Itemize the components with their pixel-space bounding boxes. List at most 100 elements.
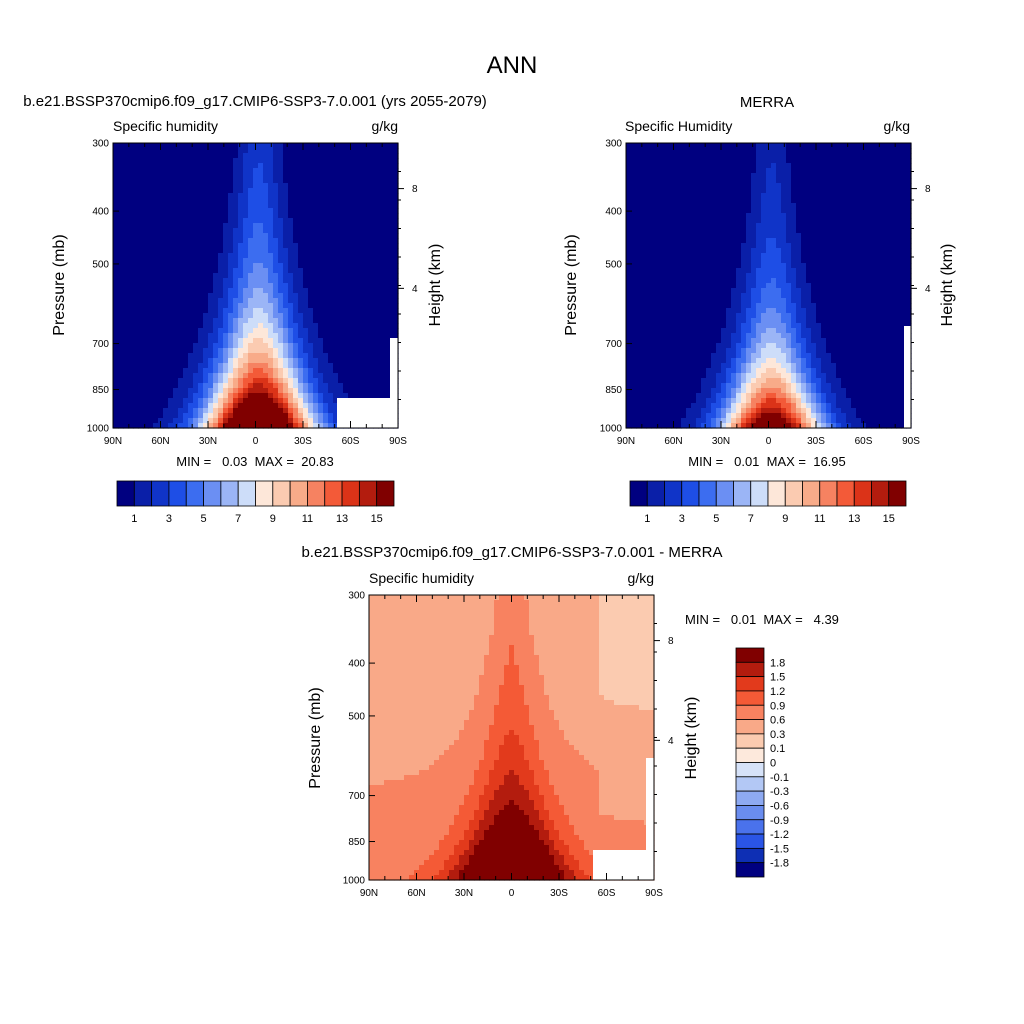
contour-cell bbox=[188, 303, 194, 309]
contour-cell bbox=[353, 303, 359, 309]
contour-cell bbox=[836, 268, 842, 274]
contour-cell bbox=[318, 258, 324, 264]
contour-cell bbox=[133, 148, 139, 154]
contour-cell bbox=[626, 218, 632, 224]
contour-cell bbox=[223, 323, 229, 329]
contour-cell bbox=[841, 153, 847, 159]
contour-cell bbox=[323, 198, 329, 204]
contour-cell bbox=[641, 163, 647, 169]
contour-cell bbox=[238, 168, 244, 174]
contour-cell bbox=[173, 333, 179, 339]
contour-cell bbox=[886, 183, 892, 189]
contour-cell bbox=[906, 143, 912, 149]
contour-cell bbox=[313, 373, 319, 379]
contour-cell bbox=[358, 153, 364, 159]
contour-cell bbox=[273, 333, 279, 339]
contour-cell bbox=[128, 288, 134, 294]
contour-cell bbox=[906, 263, 912, 269]
contour-cell bbox=[816, 153, 822, 159]
contour-cell bbox=[716, 273, 722, 279]
contour-cell bbox=[303, 223, 309, 229]
contour-cell bbox=[148, 388, 154, 394]
contour-cell bbox=[173, 363, 179, 369]
contour-cell bbox=[816, 238, 822, 244]
contour-cell bbox=[213, 418, 219, 424]
contour-cell bbox=[218, 268, 224, 274]
contour-cell bbox=[338, 143, 344, 149]
contour-cell bbox=[736, 213, 742, 219]
contour-cell bbox=[721, 238, 727, 244]
contour-cell bbox=[193, 378, 199, 384]
contour-cell bbox=[138, 218, 144, 224]
contour-cell bbox=[148, 183, 154, 189]
contour-cell bbox=[328, 418, 334, 424]
contour-cell bbox=[148, 208, 154, 214]
contour-cell bbox=[118, 153, 124, 159]
contour-cell bbox=[228, 408, 234, 414]
contour-cell bbox=[118, 258, 124, 264]
contour-cell bbox=[263, 248, 269, 254]
contour-cell bbox=[123, 273, 129, 279]
contour-cell bbox=[238, 233, 244, 239]
contour-cell bbox=[781, 238, 787, 244]
contour-cell bbox=[138, 423, 144, 429]
contour-cell bbox=[726, 188, 732, 194]
contour-cell bbox=[671, 238, 677, 244]
contour-cell bbox=[278, 293, 284, 299]
contour-cell bbox=[318, 188, 324, 194]
contour-cell bbox=[128, 343, 134, 349]
contour-cell bbox=[163, 208, 169, 214]
contour-cell bbox=[338, 363, 344, 369]
contour-cell bbox=[681, 188, 687, 194]
contour-cell bbox=[343, 153, 349, 159]
contour-cell bbox=[706, 208, 712, 214]
contour-cell bbox=[671, 178, 677, 184]
contour-cell bbox=[756, 283, 762, 289]
contour-cell bbox=[148, 308, 154, 314]
contour-cell bbox=[298, 338, 304, 344]
contour-cell bbox=[163, 383, 169, 389]
contour-cell bbox=[303, 388, 309, 394]
contour-cell bbox=[193, 418, 199, 424]
contour-cell bbox=[393, 203, 399, 209]
contour-cell bbox=[836, 263, 842, 269]
contour-cell bbox=[363, 308, 369, 314]
contour-cell bbox=[303, 273, 309, 279]
contour-cell bbox=[751, 233, 757, 239]
contour-cell bbox=[751, 238, 757, 244]
contour-cell bbox=[238, 408, 244, 414]
contour-cell bbox=[213, 163, 219, 169]
contour-cell bbox=[731, 218, 737, 224]
contour-cell bbox=[831, 148, 837, 154]
contour-cell bbox=[711, 263, 717, 269]
contour-cell bbox=[173, 393, 179, 399]
contour-cell bbox=[263, 148, 269, 154]
contour-cell bbox=[811, 238, 817, 244]
contour-cell bbox=[741, 268, 747, 274]
contour-cell bbox=[248, 313, 254, 319]
contour-cell bbox=[243, 373, 249, 379]
contour-cell bbox=[278, 238, 284, 244]
contour-cell bbox=[333, 313, 339, 319]
contour-cell bbox=[148, 413, 154, 419]
contour-cell bbox=[671, 213, 677, 219]
contour-cell bbox=[318, 293, 324, 299]
contour-cell bbox=[761, 233, 767, 239]
contour-cell bbox=[313, 218, 319, 224]
contour-cell bbox=[796, 238, 802, 244]
contour-cell bbox=[746, 173, 752, 179]
contour-cell bbox=[358, 213, 364, 219]
contour-cell bbox=[368, 363, 374, 369]
contour-cell bbox=[133, 243, 139, 249]
contour-cell bbox=[123, 388, 129, 394]
contour-cell bbox=[113, 408, 119, 414]
contour-cell bbox=[258, 273, 264, 279]
contour-cell bbox=[138, 388, 144, 394]
contour-cell bbox=[741, 168, 747, 174]
contour-cell bbox=[363, 273, 369, 279]
contour-cell bbox=[671, 283, 677, 289]
contour-cell bbox=[188, 363, 194, 369]
contour-cell bbox=[283, 158, 289, 164]
contour-cell bbox=[766, 183, 772, 189]
contour-cell bbox=[383, 248, 389, 254]
